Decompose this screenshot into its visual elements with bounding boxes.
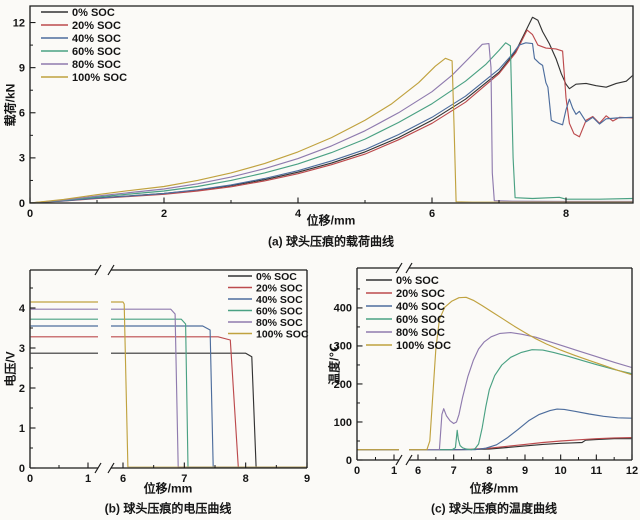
svg-text:0: 0 bbox=[27, 208, 33, 220]
chart-a-ylabel: 载荷/kN bbox=[3, 83, 18, 127]
svg-text:4: 4 bbox=[295, 208, 302, 220]
svg-text:9: 9 bbox=[304, 473, 310, 485]
svg-text:1: 1 bbox=[391, 465, 397, 477]
chart-c-xlabel: 位移/mm bbox=[469, 481, 519, 496]
svg-text:200: 200 bbox=[334, 379, 352, 391]
svg-text:100% SOC: 100% SOC bbox=[72, 72, 127, 84]
svg-text:6: 6 bbox=[120, 473, 126, 485]
svg-text:3: 3 bbox=[19, 153, 25, 165]
chart-b-ylabel: 电压/V bbox=[3, 351, 18, 387]
chart-b-xlabel: 位移/mm bbox=[143, 481, 193, 496]
svg-text:100: 100 bbox=[334, 417, 352, 429]
svg-text:4: 4 bbox=[19, 303, 26, 315]
svg-text:8: 8 bbox=[486, 465, 492, 477]
chart-c-ylabel: 温度/℃ bbox=[327, 343, 342, 385]
svg-text:0: 0 bbox=[346, 455, 352, 467]
svg-text:7: 7 bbox=[451, 465, 457, 477]
svg-text:2: 2 bbox=[161, 208, 167, 220]
svg-text:8: 8 bbox=[243, 473, 249, 485]
svg-text:20% SOC: 20% SOC bbox=[72, 20, 121, 32]
svg-text:20% SOC: 20% SOC bbox=[256, 282, 303, 294]
svg-text:20% SOC: 20% SOC bbox=[396, 288, 445, 300]
svg-text:100% SOC: 100% SOC bbox=[396, 340, 451, 352]
svg-text:3: 3 bbox=[19, 343, 25, 355]
svg-text:80% SOC: 80% SOC bbox=[72, 59, 121, 71]
svg-text:11: 11 bbox=[591, 465, 603, 477]
chart-c-caption: (c) 球头压痕的温度曲线 bbox=[430, 501, 558, 516]
svg-text:0: 0 bbox=[354, 465, 360, 477]
svg-text:40% SOC: 40% SOC bbox=[396, 301, 445, 313]
svg-text:12: 12 bbox=[13, 17, 25, 29]
svg-text:40% SOC: 40% SOC bbox=[72, 33, 121, 45]
svg-text:60% SOC: 60% SOC bbox=[256, 305, 303, 317]
svg-text:60% SOC: 60% SOC bbox=[72, 46, 121, 58]
svg-text:80% SOC: 80% SOC bbox=[256, 317, 303, 329]
svg-text:0: 0 bbox=[19, 463, 25, 475]
svg-text:6: 6 bbox=[429, 208, 435, 220]
svg-text:8: 8 bbox=[563, 208, 569, 220]
svg-text:0: 0 bbox=[27, 473, 33, 485]
svg-text:10: 10 bbox=[555, 465, 567, 477]
svg-text:40% SOC: 40% SOC bbox=[256, 294, 303, 306]
svg-text:1: 1 bbox=[85, 473, 91, 485]
svg-text:9: 9 bbox=[522, 465, 528, 477]
svg-text:100% SOC: 100% SOC bbox=[256, 328, 309, 340]
chart-a-caption: (a) 球头压痕的载荷曲线 bbox=[267, 234, 395, 249]
svg-text:0: 0 bbox=[19, 198, 25, 210]
svg-text:12: 12 bbox=[626, 465, 638, 477]
svg-text:6: 6 bbox=[19, 108, 25, 120]
svg-text:9: 9 bbox=[19, 62, 25, 74]
svg-text:6: 6 bbox=[415, 465, 421, 477]
svg-text:0% SOC: 0% SOC bbox=[396, 275, 439, 287]
svg-text:60% SOC: 60% SOC bbox=[396, 314, 445, 326]
svg-text:7: 7 bbox=[181, 473, 187, 485]
svg-text:2: 2 bbox=[19, 383, 25, 395]
svg-text:300: 300 bbox=[334, 341, 352, 353]
svg-text:1: 1 bbox=[19, 423, 25, 435]
svg-text:0% SOC: 0% SOC bbox=[256, 271, 297, 283]
svg-text:400: 400 bbox=[334, 303, 352, 315]
svg-text:80% SOC: 80% SOC bbox=[396, 327, 445, 339]
chart-a-xlabel: 位移/mm bbox=[306, 213, 356, 228]
svg-text:0% SOC: 0% SOC bbox=[72, 7, 115, 19]
chart-b-caption: (b) 球头压痕的电压曲线 bbox=[104, 501, 232, 516]
